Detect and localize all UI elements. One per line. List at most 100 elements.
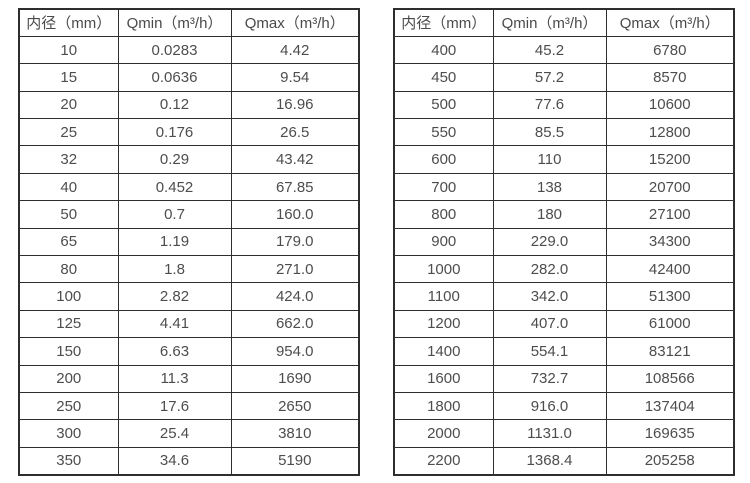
table-cell: 2.82: [117, 282, 232, 311]
table-cell: 34.6: [117, 446, 232, 476]
table-cell: 8570: [605, 63, 735, 92]
table-cell: 0.0283: [117, 35, 232, 65]
table-row: 32 0.29 43.42: [18, 145, 360, 174]
table-cell: 150: [18, 337, 119, 366]
table-cell: 100: [18, 282, 119, 311]
table-cell: 0.0636: [117, 63, 232, 92]
table-cell: 61000: [605, 309, 735, 339]
table-body: 10 0.0283 4.42 15 0.0636 9.54 20 0.12 16.96 25 0.1…: [18, 35, 360, 476]
table-cell: 800: [393, 200, 494, 229]
table-row: 700 138 20700: [393, 172, 735, 202]
table-row: 800 180 27100: [393, 200, 735, 229]
table-cell: 500: [393, 90, 494, 120]
header-qmin: Qmin（m³/h）: [117, 8, 232, 37]
table-cell: 0.29: [117, 145, 232, 174]
table-cell: 9.54: [230, 63, 360, 92]
table-row: 25 0.176 26.5: [18, 118, 360, 147]
header-qmax: Qmax（m³/h）: [605, 8, 735, 37]
table-cell: 1690: [230, 364, 360, 393]
table-cell: 205258: [605, 446, 735, 476]
table-row: 10 0.0283 4.42: [18, 35, 360, 65]
table-row: 450 57.2 8570: [393, 63, 735, 92]
table-cell: 350: [18, 446, 119, 476]
table-cell: 732.7: [492, 364, 607, 393]
table-cell: 34300: [605, 227, 735, 257]
table-cell: 0.12: [117, 90, 232, 120]
table-row: 500 77.6 10600: [393, 90, 735, 120]
table-cell: 80: [18, 255, 119, 284]
table-cell: 1000: [393, 255, 494, 284]
table-body: 400 45.2 6780 450 57.2 8570 500 77.6 10600 550 85.…: [393, 35, 735, 476]
table-cell: 85.5: [492, 118, 607, 147]
table-cell: 282.0: [492, 255, 607, 284]
table-cell: 0.176: [117, 118, 232, 147]
table-cell: 1600: [393, 364, 494, 393]
table-cell: 1800: [393, 391, 494, 421]
table-cell: 0.7: [117, 200, 232, 229]
table-row: 100 2.82 424.0: [18, 282, 360, 311]
table-cell: 10: [18, 35, 119, 65]
table-cell: 900: [393, 227, 494, 257]
table-cell: 271.0: [230, 255, 360, 284]
table-cell: 400: [393, 35, 494, 65]
table-cell: 554.1: [492, 337, 607, 366]
table-row: 2200 1368.4 205258: [393, 446, 735, 476]
table-cell: 15: [18, 63, 119, 92]
table-cell: 160.0: [230, 200, 360, 229]
table-cell: 125: [18, 309, 119, 339]
table-cell: 600: [393, 145, 494, 174]
table-cell: 67.85: [230, 172, 360, 202]
table-row: 1600 732.7 108566: [393, 364, 735, 393]
table-row: 150 6.63 954.0: [18, 337, 360, 366]
table-cell: 4.42: [230, 35, 360, 65]
table-cell: 17.6: [117, 391, 232, 421]
header-row: 内径（mm） Qmin（m³/h） Qmax（m³/h）: [393, 8, 735, 37]
header-diameter: 内径（mm）: [393, 8, 494, 37]
table-cell: 108566: [605, 364, 735, 393]
table-cell: 662.0: [230, 309, 360, 339]
table-cell: 2000: [393, 419, 494, 448]
table-row: 1200 407.0 61000: [393, 309, 735, 339]
table-cell: 83121: [605, 337, 735, 366]
table-cell: 42400: [605, 255, 735, 284]
table-cell: 137404: [605, 391, 735, 421]
flow-spec-table-small: 内径（mm） Qmin（m³/h） Qmax（m³/h） 10 0.0283 4.4…: [18, 8, 360, 476]
table-cell: 1400: [393, 337, 494, 366]
table-cell: 450: [393, 63, 494, 92]
table-cell: 300: [18, 419, 119, 448]
table-cell: 180: [492, 200, 607, 229]
table-cell: 550: [393, 118, 494, 147]
table-row: 1000 282.0 42400: [393, 255, 735, 284]
table-cell: 11.3: [117, 364, 232, 393]
table-row: 20 0.12 16.96: [18, 90, 360, 120]
table-cell: 954.0: [230, 337, 360, 366]
table-cell: 20700: [605, 172, 735, 202]
table-row: 900 229.0 34300: [393, 227, 735, 257]
table-cell: 10600: [605, 90, 735, 120]
table-cell: 138: [492, 172, 607, 202]
table-cell: 51300: [605, 282, 735, 311]
table-cell: 1131.0: [492, 419, 607, 448]
table-cell: 407.0: [492, 309, 607, 339]
table-cell: 1200: [393, 309, 494, 339]
table-cell: 0.452: [117, 172, 232, 202]
table-row: 65 1.19 179.0: [18, 227, 360, 257]
table-cell: 15200: [605, 145, 735, 174]
table-cell: 179.0: [230, 227, 360, 257]
header-qmin: Qmin（m³/h）: [492, 8, 607, 37]
table-row: 200 11.3 1690: [18, 364, 360, 393]
table-cell: 5190: [230, 446, 360, 476]
table-cell: 6.63: [117, 337, 232, 366]
table-cell: 6780: [605, 35, 735, 65]
table-cell: 916.0: [492, 391, 607, 421]
table-cell: 250: [18, 391, 119, 421]
table-cell: 40: [18, 172, 119, 202]
table-row: 2000 1131.0 169635: [393, 419, 735, 448]
table-cell: 424.0: [230, 282, 360, 311]
table-row: 1800 916.0 137404: [393, 391, 735, 421]
table-cell: 169635: [605, 419, 735, 448]
table-cell: 342.0: [492, 282, 607, 311]
header-qmax: Qmax（m³/h）: [230, 8, 360, 37]
table-row: 400 45.2 6780: [393, 35, 735, 65]
table-row: 50 0.7 160.0: [18, 200, 360, 229]
